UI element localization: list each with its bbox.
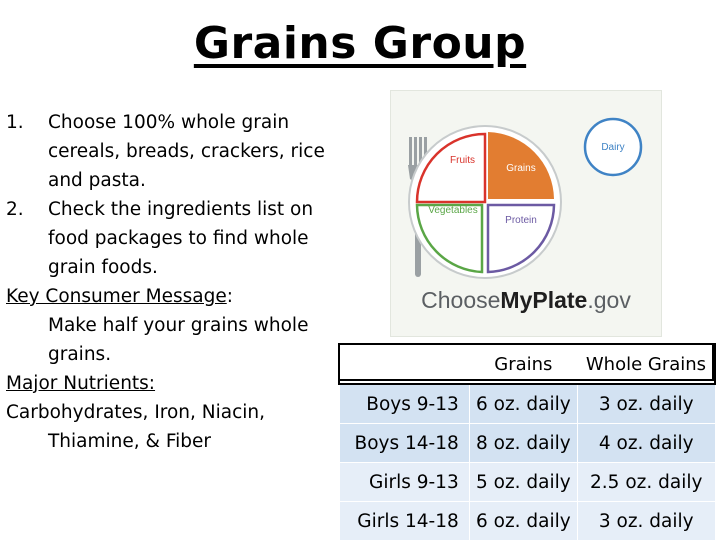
- vegetables-label: Vegetables: [428, 205, 478, 216]
- recommendation-table: Grains Whole Grains Boys 9-13 6 oz. dail…: [338, 343, 716, 541]
- whole-grains-cell: 2.5 oz. daily: [576, 462, 716, 502]
- grains-cell: 8 oz. daily: [468, 423, 578, 463]
- whole-grains-cell: 3 oz. daily: [576, 383, 716, 424]
- whole-grains-cell: 3 oz. daily: [576, 501, 716, 541]
- key-message-text: Make half your grains whole grains.: [48, 315, 309, 365]
- list-item: 1. Choose 100% whole grain cereals, brea…: [6, 108, 346, 195]
- column-header-whole-grains: Whole Grains: [576, 343, 716, 385]
- table-row: Boys 9-13 6 oz. daily 3 oz. daily: [338, 383, 716, 424]
- list-number: 2.: [6, 199, 24, 220]
- table-row: Girls 14-18 6 oz. daily 3 oz. daily: [338, 501, 716, 541]
- table-header-row: Grains Whole Grains: [338, 343, 716, 385]
- key-message-colon: :: [226, 286, 233, 307]
- vegetables-section: [415, 203, 484, 274]
- grains-cell: 6 oz. daily: [468, 501, 578, 541]
- nutrients-text: Carbohydrates, Iron, Niacin, Thiamine, &…: [6, 402, 266, 452]
- page-title: Grains Group: [193, 18, 527, 69]
- plate-quadrants: [415, 132, 556, 274]
- dairy-label: Dairy: [601, 142, 624, 153]
- dairy-section: [583, 117, 643, 177]
- myplate-graphic: Fruits Grains Vegetables Protein Dairy C…: [390, 90, 662, 337]
- row-label: Boys 14-18: [338, 423, 470, 463]
- row-label: Boys 9-13: [338, 383, 470, 424]
- protein-section: [486, 203, 556, 274]
- row-label: Girls 14-18: [338, 501, 470, 541]
- body-text: 1. Choose 100% whole grain cereals, brea…: [6, 108, 346, 456]
- list-text: Check the ingredients list on food packa…: [48, 199, 314, 278]
- table-row: Girls 9-13 5 oz. daily 2.5 oz. daily: [338, 462, 716, 502]
- table-corner: [338, 343, 470, 385]
- list-text: Choose 100% whole grain cereals, breads,…: [48, 112, 325, 191]
- column-header-grains: Grains: [468, 343, 578, 385]
- key-message-heading: Key Consumer Message:: [6, 282, 346, 311]
- grains-cell: 5 oz. daily: [468, 462, 578, 502]
- row-label: Girls 9-13: [338, 462, 470, 502]
- grains-label: Grains: [506, 163, 535, 174]
- whole-grains-cell: 4 oz. daily: [576, 423, 716, 463]
- list-number: 1.: [6, 112, 24, 133]
- grains-section: [488, 132, 554, 199]
- fruits-label: Fruits: [450, 155, 475, 166]
- grains-cell: 6 oz. daily: [468, 383, 578, 424]
- list-item: 2. Check the ingredients list on food pa…: [6, 195, 346, 282]
- key-message-label: Key Consumer Message: [6, 286, 227, 307]
- myplate-illustration: Fruits Grains Vegetables Protein Dairy C…: [408, 117, 643, 313]
- protein-label: Protein: [505, 215, 537, 226]
- fruits-section: [415, 132, 487, 204]
- nutrients-heading: Major Nutrients:: [6, 373, 156, 394]
- table-row: Boys 14-18 8 oz. daily 4 oz. daily: [338, 423, 716, 463]
- instruction-list: 1. Choose 100% whole grain cereals, brea…: [6, 108, 346, 282]
- myplate-logo: ChooseMyPlate.gov: [421, 287, 631, 313]
